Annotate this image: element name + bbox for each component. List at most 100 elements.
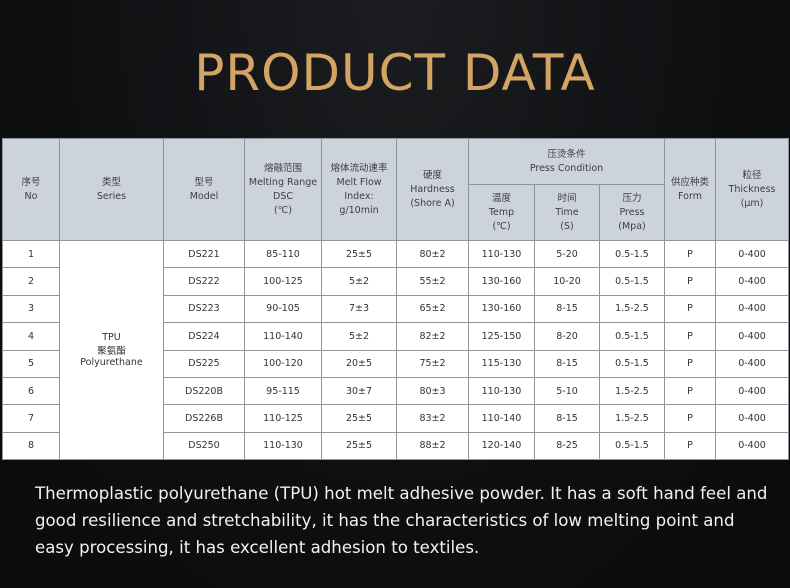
table-row: 8 DS250 110-130 25±5 88±2 120-140 8-25 0… [2,431,790,461]
cell-mfi: 25±5 [321,239,397,269]
cell-thickness: 0-400 [715,239,790,269]
cell-no: 1 [2,239,60,269]
cell-thickness: 0-400 [715,431,790,461]
cell-model: DS226B [163,404,245,433]
cell-no: 8 [2,431,60,461]
header-no: 序号 No [2,138,60,241]
cell-model: DS223 [163,294,245,324]
cell-mfi: 5±2 [321,322,397,351]
series-cell: TPU 聚氨酯 Polyurethane [59,239,164,461]
header-press-condition: 压烫条件 Press Condition [467,138,666,185]
header-hardness: 硬度 Hardness (Shore A) [396,138,469,241]
cell-hardness: 55±2 [396,267,469,296]
header-model: 型号 Model [163,138,245,241]
cell-mfi: 30±7 [321,376,397,406]
cell-no: 4 [2,322,60,351]
cell-model: DS222 [163,267,245,296]
table-row: 7 DS226B 110-125 25±5 83±2 110-140 8-15 … [2,404,790,433]
cell-melting: 100-125 [244,267,322,296]
cell-temp: 130-160 [468,294,535,324]
cell-no: 3 [2,294,60,324]
table-row: 3 DS223 90-105 7±3 65±2 130-160 8-15 1.5… [2,294,790,324]
cell-melting: 100-120 [244,349,322,378]
header-pressure: 压力 Press (Mpa) [598,184,666,241]
cell-model: DS224 [163,322,245,351]
table-row: 1 TPU 聚氨酯 Polyurethane DS221 85-110 25±5 8… [2,239,790,461]
cell-form: P [664,267,717,296]
cell-time: 8-15 [534,404,600,433]
header-form: 供应种类 Form [664,138,717,241]
cell-model: DS221 [163,239,245,269]
cell-model: DS225 [163,349,245,378]
cell-hardness: 75±2 [396,349,469,378]
cell-hardness: 88±2 [396,431,469,461]
cell-melting: 95-115 [244,376,322,406]
cell-hardness: 83±2 [396,404,469,433]
cell-form: P [664,431,717,461]
cell-form: P [664,404,717,433]
cell-thickness: 0-400 [715,294,790,324]
cell-pressure: 0.5-1.5 [598,431,666,461]
cell-form: P [664,322,717,351]
cell-no: 2 [2,267,60,296]
cell-melting: 110-130 [244,431,322,461]
product-data-table-wrap: 序号 No 类型 Series 型号 Model 熔融范围 Melting Range D… [2,138,790,461]
cell-temp: 110-140 [468,404,535,433]
cell-form: P [664,376,717,406]
cell-mfi: 7±3 [321,294,397,324]
cell-time: 5-20 [534,239,600,269]
cell-time: 5-10 [534,376,600,406]
cell-time: 10-20 [534,267,600,296]
cell-mfi: 20±5 [321,349,397,378]
cell-pressure: 0.5-1.5 [598,322,666,351]
cell-temp: 130-160 [468,267,535,296]
cell-model: DS250 [163,431,245,461]
cell-melting: 110-125 [244,404,322,433]
page-title: PRODUCT DATA [194,44,596,102]
header-melt-flow-index: 熔体流动速率 Melt Flow Index: g/10min [321,138,397,241]
cell-thickness: 0-400 [715,404,790,433]
cell-hardness: 82±2 [396,322,469,351]
cell-thickness: 0-400 [715,322,790,351]
header-temp: 温度 Temp (℃) [468,184,535,241]
cell-hardness: 65±2 [396,294,469,324]
header-melting-range: 熔融范围 Melting Range DSC (℃) [244,138,322,241]
product-description: Thermoplastic polyurethane (TPU) hot mel… [35,484,768,557]
product-data-table: 序号 No 类型 Series 型号 Model 熔融范围 Melting Range D… [2,138,790,461]
cell-time: 8-20 [534,322,600,351]
cell-pressure: 0.5-1.5 [598,239,666,269]
cell-hardness: 80±2 [396,239,469,269]
cell-no: 6 [2,376,60,406]
cell-mfi: 25±5 [321,404,397,433]
cell-no: 5 [2,349,60,378]
cell-temp: 110-130 [468,239,535,269]
cell-temp: 110-130 [468,376,535,406]
cell-time: 8-15 [534,294,600,324]
cell-no: 7 [2,404,60,433]
header-time: 时间 Time (S) [534,184,600,241]
cell-form: P [664,294,717,324]
cell-pressure: 1.5-2.5 [598,404,666,433]
cell-mfi: 25±5 [321,431,397,461]
cell-thickness: 0-400 [715,267,790,296]
header-series: 类型 Series [59,138,164,241]
table-row: 2 DS222 100-125 5±2 55±2 130-160 10-20 0… [2,267,790,296]
cell-melting: 90-105 [244,294,322,324]
cell-model: DS220B [163,376,245,406]
cell-temp: 125-150 [468,322,535,351]
cell-thickness: 0-400 [715,349,790,378]
cell-temp: 115-130 [468,349,535,378]
cell-form: P [664,239,717,269]
cell-form: P [664,349,717,378]
cell-time: 8-15 [534,349,600,378]
cell-pressure: 1.5-2.5 [598,294,666,324]
cell-melting: 85-110 [244,239,322,269]
table-row: 4 DS224 110-140 5±2 82±2 125-150 8-20 0.… [2,322,790,351]
cell-melting: 110-140 [244,322,322,351]
cell-pressure: 1.5-2.5 [598,376,666,406]
cell-pressure: 0.5-1.5 [598,349,666,378]
cell-time: 8-25 [534,431,600,461]
cell-mfi: 5±2 [321,267,397,296]
header-thickness: 粒径 Thickness (μm) [715,138,790,241]
cell-temp: 120-140 [468,431,535,461]
